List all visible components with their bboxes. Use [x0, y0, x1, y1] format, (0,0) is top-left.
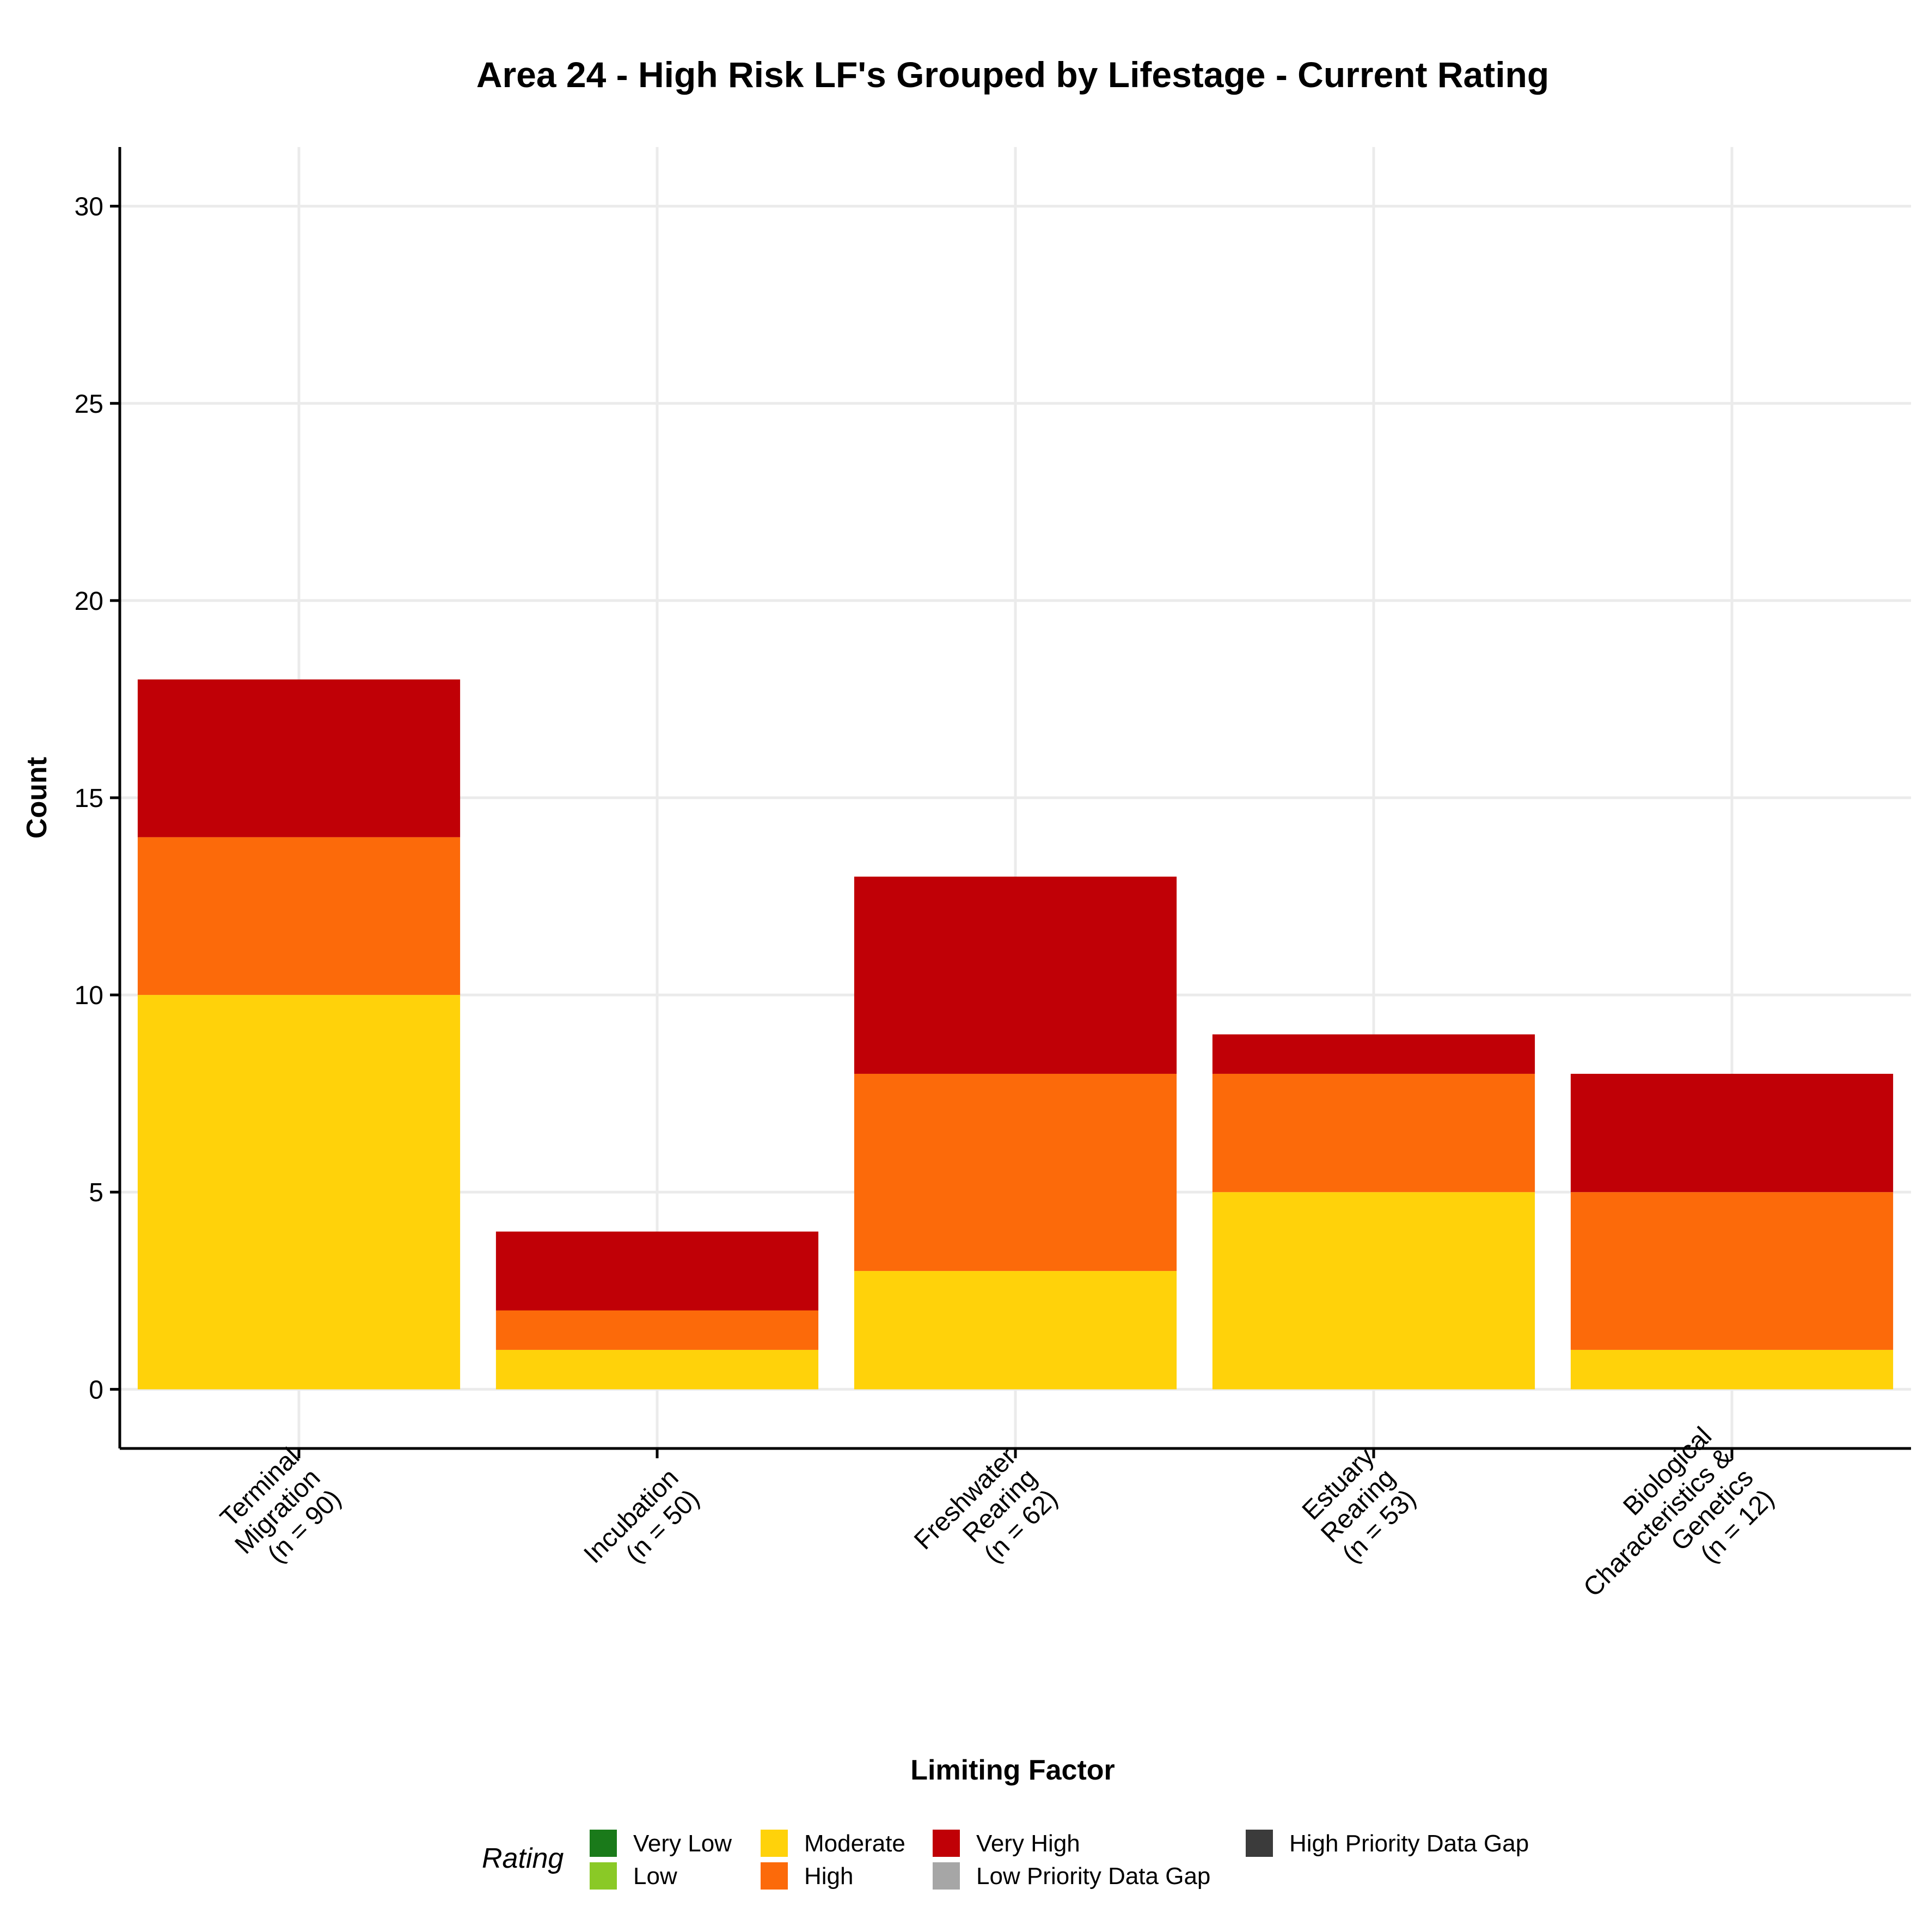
legend-swatch [933, 1862, 960, 1890]
y-tick-label: 0 [89, 1375, 103, 1404]
legend-label: Low Priority Data Gap [976, 1863, 1210, 1890]
bar-segment [495, 1310, 819, 1350]
legend-label: Low [633, 1863, 677, 1890]
x-tick-label: BiologicalCharacteristics &Genetics(n = … [1557, 1422, 1780, 1644]
bar-segment [495, 1349, 819, 1390]
legend-item: Low Priority Data Gap [933, 1862, 1210, 1890]
legend-item: Very Low [590, 1830, 732, 1857]
legend-title: Rating [482, 1843, 564, 1874]
y-tick-label: 10 [75, 981, 103, 1010]
bar-segment [137, 837, 461, 995]
legend-swatch [933, 1830, 960, 1857]
legend-item: Low [590, 1862, 677, 1890]
bar-segment [1212, 1073, 1535, 1193]
legend-label: High [804, 1863, 854, 1890]
legend-label: Very Low [633, 1830, 732, 1857]
legend-item: High [761, 1862, 854, 1890]
x-tick-label: FreshwaterRearing(n = 62) [909, 1442, 1063, 1597]
x-tick-label: TerminalMigration(n = 90) [209, 1442, 346, 1580]
legend-item: High Priority Data Gap [1246, 1830, 1529, 1857]
legend-item: Moderate [761, 1830, 905, 1857]
y-tick-label: 20 [75, 587, 103, 616]
bar-segment [495, 1231, 819, 1311]
bar-segment [854, 876, 1177, 1074]
bar-segment [1212, 1192, 1535, 1390]
legend-swatch [590, 1862, 617, 1890]
legend-swatch [1246, 1830, 1273, 1857]
bar-segment [1212, 1034, 1535, 1074]
legend-label: High Priority Data Gap [1289, 1830, 1529, 1857]
bar-segment [137, 995, 461, 1390]
legend-swatch [761, 1830, 788, 1857]
legend-swatch [761, 1862, 788, 1890]
y-tick-label: 25 [75, 390, 103, 419]
bar-segment [854, 1073, 1177, 1271]
x-tick-label: Incubation(n = 50) [578, 1463, 705, 1589]
bar-segment [1570, 1349, 1894, 1390]
bar-segment [854, 1271, 1177, 1390]
legend: Rating Very Low Low Moderate High Very High Lo… [482, 1830, 1529, 1890]
bars-layer [137, 679, 1894, 1390]
bar-segment [1570, 1192, 1894, 1350]
y-tick-label: 30 [75, 193, 103, 222]
bar-segment [1570, 1073, 1894, 1193]
bar-segment [137, 679, 461, 837]
legend-label: Very High [976, 1830, 1080, 1857]
legend-label: Moderate [804, 1830, 905, 1857]
legend-swatch [590, 1830, 617, 1857]
y-tick-label: 15 [75, 784, 103, 813]
legend-item: Very High [933, 1830, 1080, 1857]
y-axis-title: Count [21, 757, 53, 839]
x-axis-title: Limiting Factor [910, 1754, 1115, 1786]
y-tick-label: 5 [89, 1178, 103, 1207]
x-tick-label: EstuaryRearing(n = 53) [1295, 1442, 1422, 1569]
chart-title: Area 24 - High Risk LF's Grouped by Life… [476, 54, 1549, 95]
